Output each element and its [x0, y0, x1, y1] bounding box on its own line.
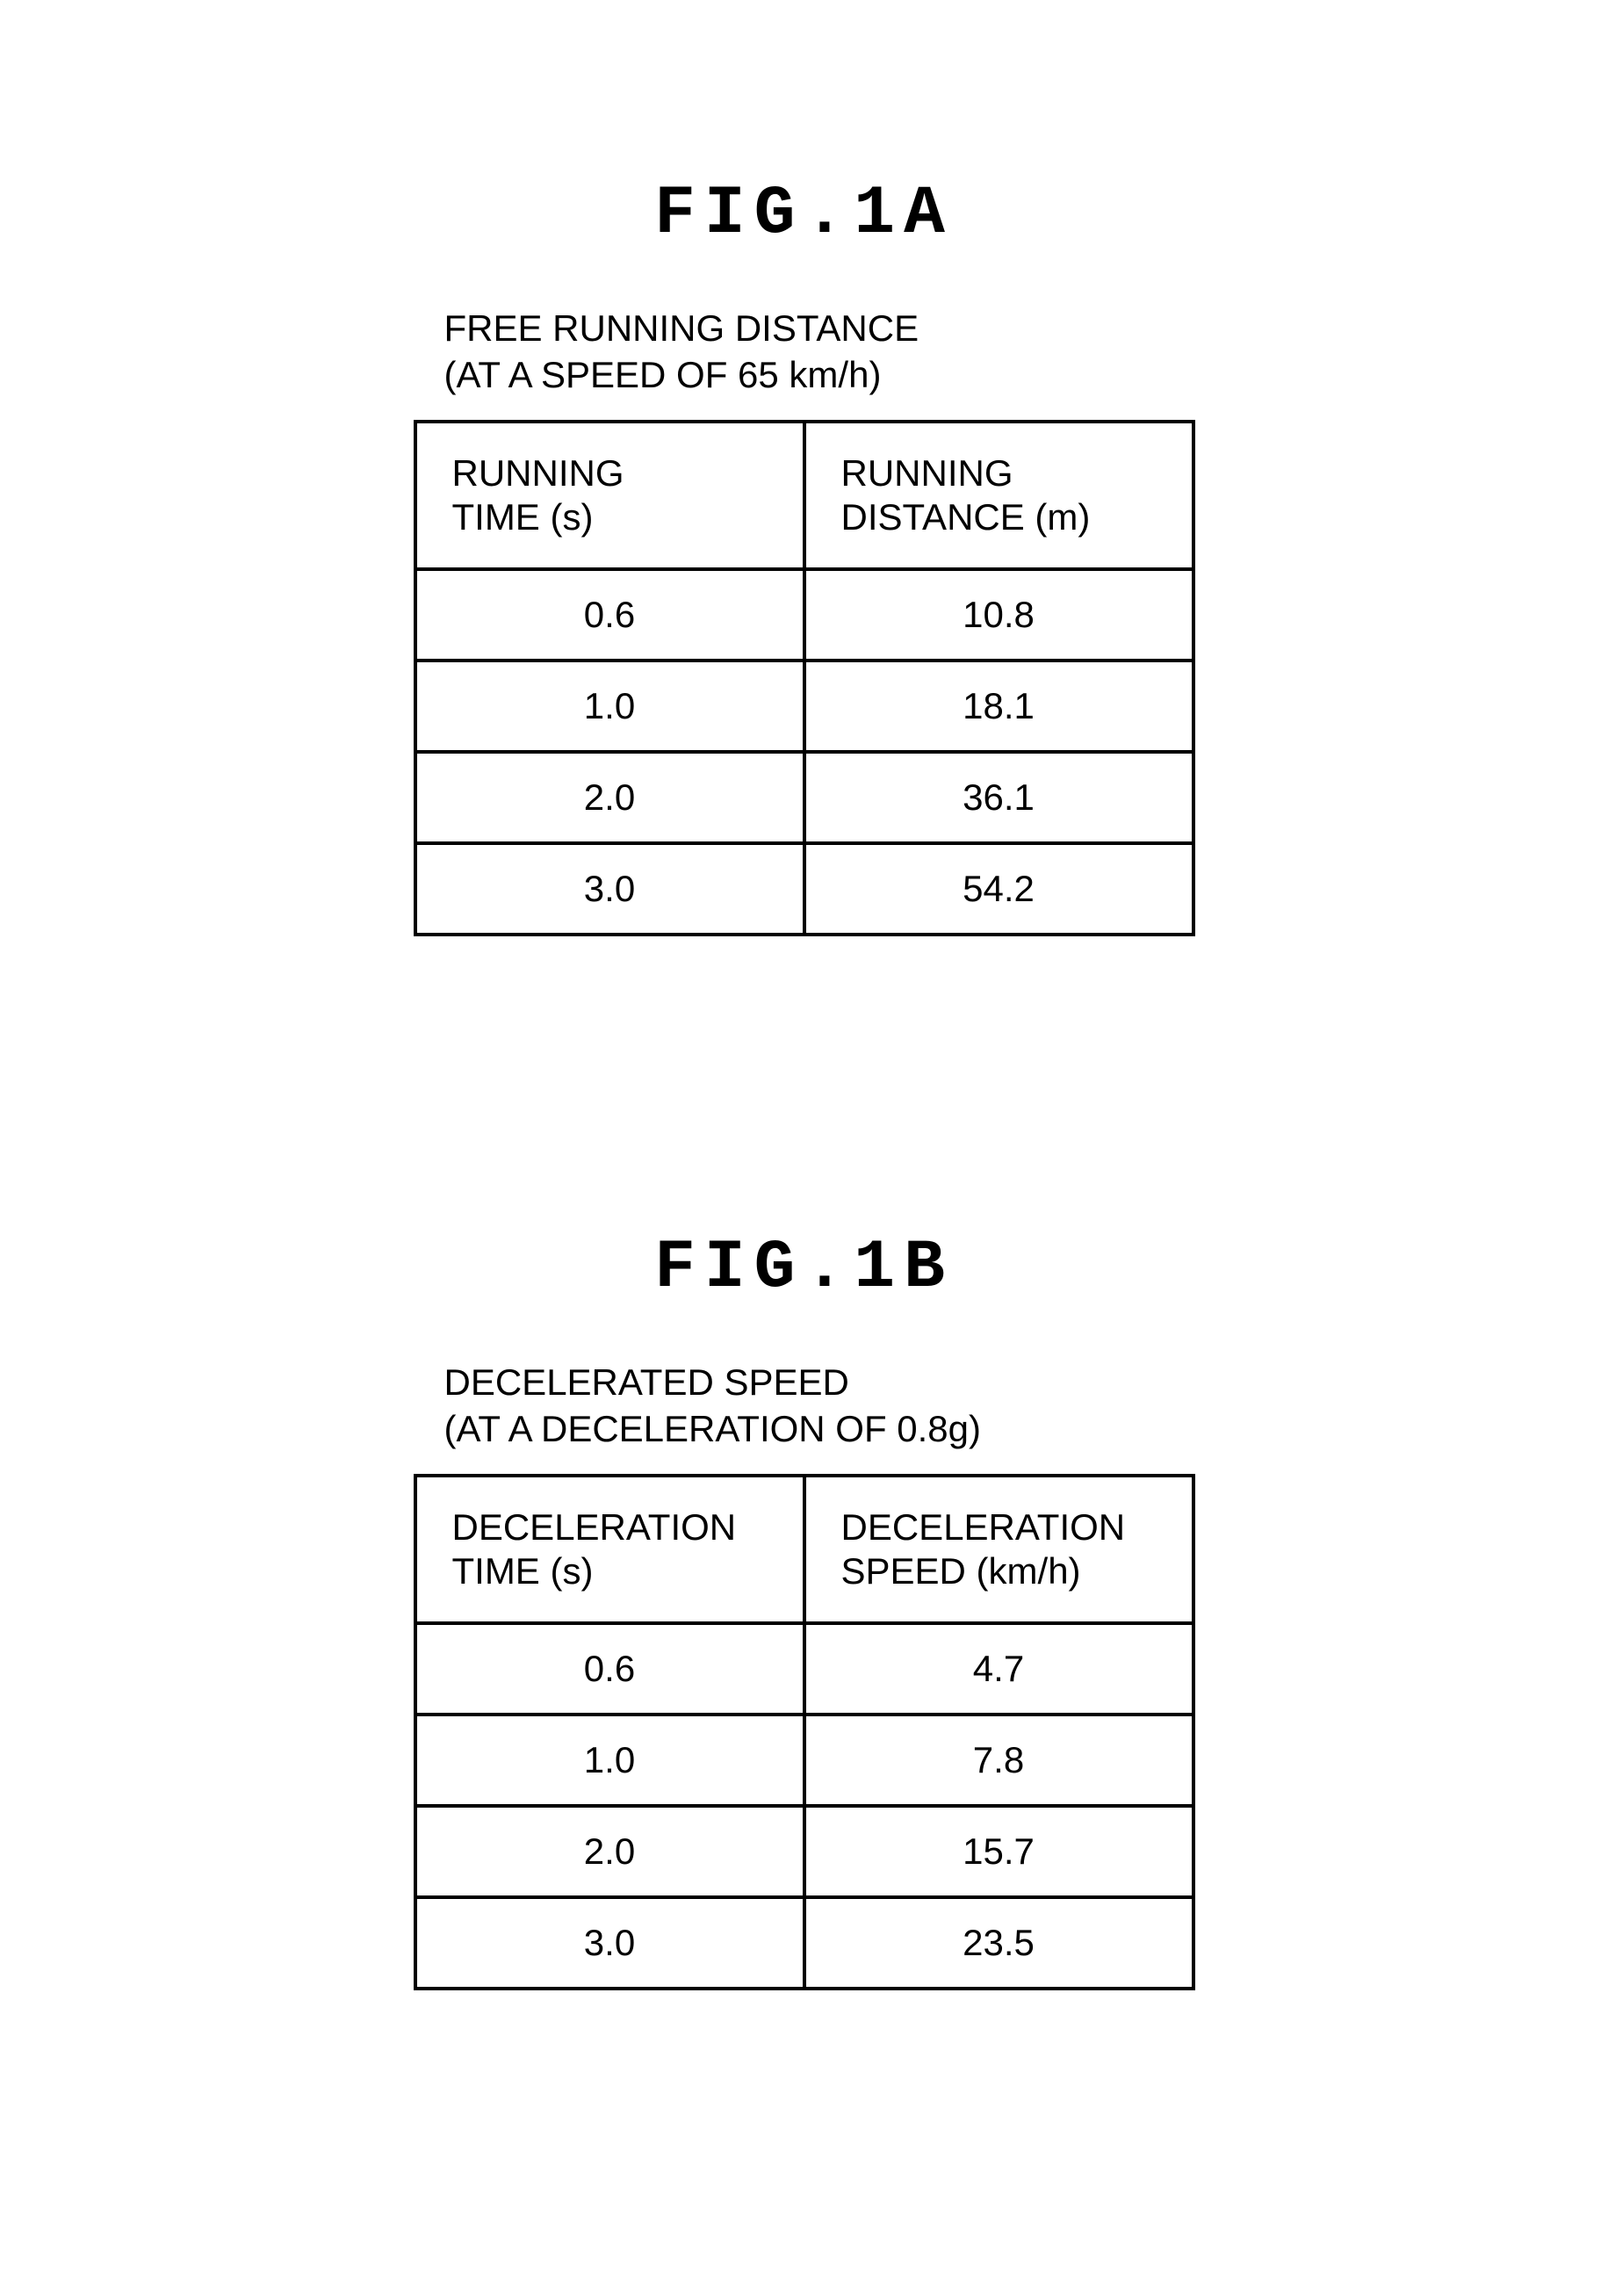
table-header-row: RUNNING TIME (s) RUNNING DISTANCE (m): [415, 422, 1193, 569]
table-row: 2.036.1: [415, 752, 1193, 843]
table-row: 1.07.8: [415, 1715, 1193, 1806]
column-header: RUNNING TIME (s): [415, 422, 804, 569]
column-header: DECELERATION TIME (s): [415, 1476, 804, 1623]
table-cell: 4.7: [804, 1623, 1193, 1715]
table-cell: 1.0: [415, 661, 804, 752]
table-row: 0.610.8: [415, 569, 1193, 661]
table-cell: 1.0: [415, 1715, 804, 1806]
table-cell: 2.0: [415, 1806, 804, 1897]
table-cell: 36.1: [804, 752, 1193, 843]
figure-1b-subtitle: DECELERATED SPEED (AT A DECELERATION OF …: [383, 1360, 1226, 1452]
table-cell: 0.6: [415, 1623, 804, 1715]
table-row: 3.054.2: [415, 843, 1193, 935]
table-header-row: DECELERATION TIME (s) DECELERATION SPEED…: [415, 1476, 1193, 1623]
table-cell: 0.6: [415, 569, 804, 661]
table-cell: 18.1: [804, 661, 1193, 752]
figure-1a: FIG.1A FREE RUNNING DISTANCE (AT A SPEED…: [383, 176, 1226, 936]
figure-1a-subtitle: FREE RUNNING DISTANCE (AT A SPEED OF 65 …: [383, 306, 1226, 398]
column-header: DECELERATION SPEED (km/h): [804, 1476, 1193, 1623]
figure-1a-table: RUNNING TIME (s) RUNNING DISTANCE (m) 0.…: [414, 420, 1195, 936]
table-cell: 3.0: [415, 1897, 804, 1989]
table-cell: 23.5: [804, 1897, 1193, 1989]
figure-1b: FIG.1B DECELERATED SPEED (AT A DECELERAT…: [383, 1230, 1226, 1990]
table-cell: 15.7: [804, 1806, 1193, 1897]
table-cell: 2.0: [415, 752, 804, 843]
table-cell: 10.8: [804, 569, 1193, 661]
figure-1b-title: FIG.1B: [654, 1230, 954, 1307]
table-row: 0.64.7: [415, 1623, 1193, 1715]
table-cell: 3.0: [415, 843, 804, 935]
table-row: 3.023.5: [415, 1897, 1193, 1989]
table-row: 2.015.7: [415, 1806, 1193, 1897]
figure-1a-title: FIG.1A: [654, 176, 954, 253]
table-cell: 7.8: [804, 1715, 1193, 1806]
figure-1b-table: DECELERATION TIME (s) DECELERATION SPEED…: [414, 1474, 1195, 1990]
table-row: 1.018.1: [415, 661, 1193, 752]
column-header: RUNNING DISTANCE (m): [804, 422, 1193, 569]
table-cell: 54.2: [804, 843, 1193, 935]
